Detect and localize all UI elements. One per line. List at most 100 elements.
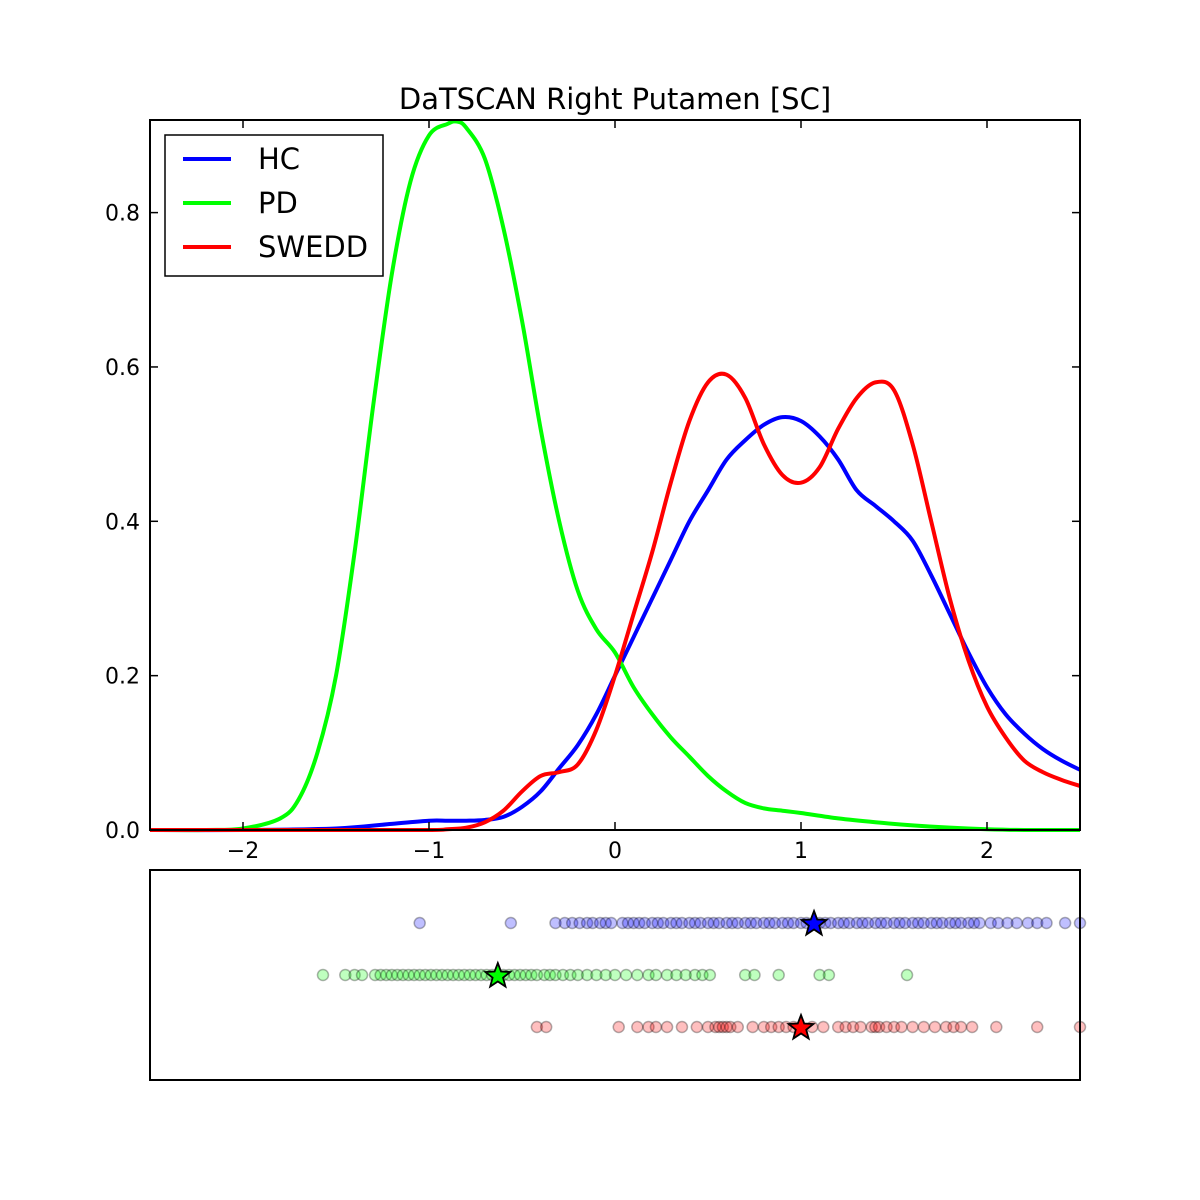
point-hc xyxy=(967,916,981,930)
point-pd xyxy=(571,968,585,982)
point-hc xyxy=(962,916,975,930)
point-hc xyxy=(898,916,912,930)
x-tick-label: 2 xyxy=(980,839,994,864)
point-hc xyxy=(787,916,800,930)
point-pd xyxy=(441,968,454,982)
point-swedd xyxy=(990,1020,1003,1034)
point-swedd xyxy=(895,1020,908,1034)
point-pd xyxy=(900,968,914,982)
point-pd xyxy=(463,968,477,982)
density-plot-frame xyxy=(149,119,1081,831)
point-hc xyxy=(991,916,1005,930)
y-tick-label: 0.6 xyxy=(105,356,140,381)
point-pd xyxy=(619,968,633,982)
point-pd xyxy=(543,968,557,982)
point-pd xyxy=(549,968,562,982)
point-pd xyxy=(556,968,570,982)
point-hc xyxy=(911,916,925,930)
point-swedd xyxy=(869,1020,882,1034)
point-pd xyxy=(407,968,421,982)
density-curve-swedd xyxy=(150,371,1081,833)
point-hc xyxy=(664,916,678,930)
legend-label-pd: PD xyxy=(258,186,298,220)
x-tick-label: −1 xyxy=(413,839,445,864)
point-hc xyxy=(725,916,739,930)
point-swedd xyxy=(917,1020,931,1034)
point-swedd xyxy=(928,1020,942,1034)
point-swedd xyxy=(724,1020,737,1034)
point-pd xyxy=(339,968,352,982)
point-hc xyxy=(943,916,957,930)
point-hc xyxy=(744,916,758,930)
point-pd xyxy=(385,968,399,982)
point-hc xyxy=(632,916,646,930)
point-swedd xyxy=(720,1020,733,1034)
point-pd xyxy=(513,968,527,982)
point-swedd xyxy=(757,1020,771,1034)
point-pd xyxy=(703,968,717,982)
point-swedd xyxy=(530,1020,544,1034)
point-hc xyxy=(701,916,715,930)
point-pd xyxy=(525,968,538,982)
point-swedd xyxy=(772,1020,785,1034)
point-hc xyxy=(504,916,518,930)
point-pd xyxy=(355,968,369,982)
point-pd xyxy=(738,968,752,982)
point-swedd xyxy=(764,1020,778,1034)
point-hc xyxy=(936,916,949,930)
point-swedd xyxy=(675,1020,689,1034)
strip-plot xyxy=(149,869,1087,1081)
legend-label-hc: HC xyxy=(258,142,300,176)
point-swedd xyxy=(539,1020,553,1034)
point-swedd xyxy=(817,1020,830,1034)
point-swedd xyxy=(872,1020,886,1034)
point-hc xyxy=(874,916,888,930)
point-swedd xyxy=(631,1020,644,1034)
point-swedd xyxy=(947,1020,960,1034)
point-pd xyxy=(599,968,612,982)
point-swedd xyxy=(746,1020,759,1034)
point-hc xyxy=(549,916,562,930)
point-pd xyxy=(580,968,594,982)
point-hc xyxy=(707,916,720,930)
point-swedd xyxy=(839,1020,852,1034)
point-pd xyxy=(822,968,836,982)
point-hc xyxy=(1010,916,1024,930)
point-swedd xyxy=(712,1020,726,1034)
point-swedd xyxy=(642,1020,655,1034)
y-tick-label: 0.0 xyxy=(105,819,140,844)
point-hc xyxy=(824,916,838,930)
point-pd xyxy=(402,968,415,982)
point-hc xyxy=(675,916,689,930)
point-pd xyxy=(748,968,761,982)
point-hc xyxy=(651,916,665,930)
point-swedd xyxy=(965,1020,979,1034)
point-hc xyxy=(1030,916,1044,930)
point-hc xyxy=(731,916,745,930)
point-hc xyxy=(856,916,869,930)
point-hc xyxy=(558,916,572,930)
point-pd xyxy=(430,968,443,982)
strip-plot-background xyxy=(150,870,1080,1080)
y-tick-label: 0.8 xyxy=(105,202,140,227)
point-hc xyxy=(621,916,635,930)
point-swedd xyxy=(865,1020,878,1034)
point-swedd xyxy=(716,1020,730,1034)
point-swedd xyxy=(709,1020,722,1034)
point-pd xyxy=(474,968,488,982)
point-pd xyxy=(446,968,460,982)
point-swedd xyxy=(701,1020,715,1034)
point-pd xyxy=(435,968,449,982)
point-pd xyxy=(530,968,544,982)
point-pd xyxy=(696,968,709,982)
point-hc xyxy=(1058,916,1072,930)
point-hc xyxy=(616,916,629,930)
point-hc xyxy=(757,916,771,930)
point-hc xyxy=(781,916,795,930)
point-hc xyxy=(688,916,702,930)
point-hc xyxy=(1001,916,1014,930)
point-hc xyxy=(738,916,752,930)
point-hc xyxy=(599,916,612,930)
point-swedd xyxy=(649,1020,663,1034)
